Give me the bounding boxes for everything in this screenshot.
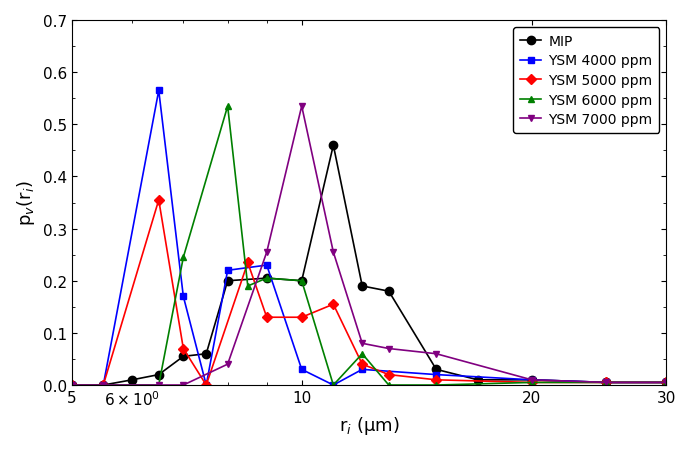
- YSM 7000 ppm: [358, 341, 366, 346]
- YSM 7000 ppm: [298, 104, 306, 110]
- MIP: [432, 367, 440, 372]
- YSM 5000 ppm: [528, 380, 536, 385]
- YSM 5000 ppm: [358, 362, 366, 367]
- X-axis label: r$_i$ (μm): r$_i$ (μm): [339, 414, 399, 436]
- YSM 4000 ppm: [202, 382, 210, 388]
- YSM 4000 ppm: [329, 382, 337, 388]
- YSM 4000 ppm: [432, 372, 440, 377]
- Line: YSM 6000 ppm: YSM 6000 ppm: [68, 103, 670, 389]
- YSM 6000 ppm: [358, 351, 366, 357]
- YSM 4000 ppm: [179, 294, 187, 299]
- YSM 5000 ppm: [263, 315, 271, 320]
- Line: MIP: MIP: [68, 142, 670, 389]
- YSM 6000 ppm: [155, 382, 163, 388]
- YSM 5000 ppm: [432, 377, 440, 382]
- MIP: [385, 289, 393, 294]
- YSM 7000 ppm: [179, 382, 187, 388]
- YSM 6000 ppm: [662, 380, 670, 385]
- MIP: [128, 377, 136, 382]
- YSM 6000 ppm: [329, 382, 337, 388]
- MIP: [202, 351, 210, 357]
- Line: YSM 5000 ppm: YSM 5000 ppm: [68, 197, 670, 389]
- YSM 6000 ppm: [602, 380, 610, 385]
- YSM 5000 ppm: [179, 346, 187, 351]
- YSM 4000 ppm: [68, 382, 76, 388]
- YSM 6000 ppm: [432, 382, 440, 388]
- YSM 5000 ppm: [385, 372, 393, 377]
- YSM 5000 ppm: [662, 380, 670, 385]
- MIP: [68, 382, 76, 388]
- YSM 4000 ppm: [263, 263, 271, 268]
- YSM 7000 ppm: [329, 250, 337, 255]
- YSM 6000 ppm: [179, 255, 187, 260]
- YSM 7000 ppm: [528, 377, 536, 382]
- YSM 4000 ppm: [528, 377, 536, 382]
- MIP: [473, 377, 482, 382]
- MIP: [329, 143, 337, 148]
- MIP: [298, 278, 306, 284]
- YSM 7000 ppm: [385, 346, 393, 351]
- YSM 6000 ppm: [244, 284, 252, 289]
- YSM 4000 ppm: [99, 382, 107, 388]
- YSM 7000 ppm: [99, 382, 107, 388]
- YSM 5000 ppm: [68, 382, 76, 388]
- MIP: [179, 354, 187, 359]
- YSM 4000 ppm: [358, 367, 366, 372]
- YSM 5000 ppm: [329, 302, 337, 307]
- YSM 5000 ppm: [244, 260, 252, 266]
- Y-axis label: p$_v$(r$_i$): p$_v$(r$_i$): [15, 180, 37, 226]
- MIP: [528, 377, 536, 382]
- YSM 4000 ppm: [662, 380, 670, 385]
- YSM 6000 ppm: [223, 104, 231, 110]
- MIP: [223, 278, 231, 284]
- MIP: [358, 284, 366, 289]
- Line: YSM 7000 ppm: YSM 7000 ppm: [68, 103, 670, 389]
- YSM 5000 ppm: [99, 382, 107, 388]
- YSM 7000 ppm: [223, 362, 231, 367]
- YSM 6000 ppm: [385, 382, 393, 388]
- YSM 7000 ppm: [155, 382, 163, 388]
- MIP: [662, 380, 670, 385]
- MIP: [155, 372, 163, 377]
- YSM 5000 ppm: [202, 382, 210, 388]
- YSM 4000 ppm: [602, 380, 610, 385]
- YSM 4000 ppm: [155, 88, 163, 94]
- YSM 6000 ppm: [99, 382, 107, 388]
- YSM 5000 ppm: [298, 315, 306, 320]
- Line: YSM 4000 ppm: YSM 4000 ppm: [68, 88, 670, 389]
- YSM 7000 ppm: [263, 250, 271, 255]
- Legend: MIP, YSM 4000 ppm, YSM 5000 ppm, YSM 6000 ppm, YSM 7000 ppm: MIP, YSM 4000 ppm, YSM 5000 ppm, YSM 600…: [513, 28, 659, 134]
- YSM 6000 ppm: [68, 382, 76, 388]
- YSM 7000 ppm: [68, 382, 76, 388]
- MIP: [99, 382, 107, 388]
- YSM 4000 ppm: [223, 268, 231, 273]
- YSM 4000 ppm: [298, 367, 306, 372]
- YSM 5000 ppm: [602, 380, 610, 385]
- YSM 7000 ppm: [432, 351, 440, 357]
- MIP: [602, 380, 610, 385]
- YSM 6000 ppm: [298, 278, 306, 284]
- YSM 6000 ppm: [528, 380, 536, 385]
- MIP: [263, 276, 271, 281]
- YSM 7000 ppm: [602, 380, 610, 385]
- YSM 5000 ppm: [155, 198, 163, 203]
- YSM 6000 ppm: [263, 276, 271, 281]
- YSM 7000 ppm: [662, 380, 670, 385]
